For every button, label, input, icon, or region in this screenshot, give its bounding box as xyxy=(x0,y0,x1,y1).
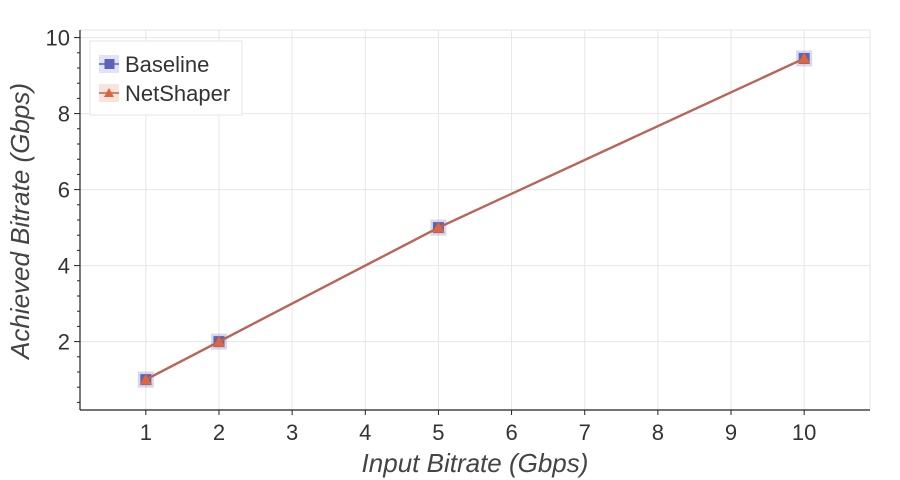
x-tick-label: 2 xyxy=(213,420,225,445)
x-tick-label: 3 xyxy=(286,420,298,445)
y-tick-label: 10 xyxy=(46,26,70,51)
data-point-triangle xyxy=(798,52,811,64)
legend-label: Baseline xyxy=(125,52,209,77)
y-tick-label: 6 xyxy=(58,178,70,203)
grid xyxy=(80,29,871,410)
legend-item-baseline: Baseline xyxy=(99,52,209,77)
x-axis-title: Input Bitrate (Gbps) xyxy=(362,448,589,478)
data-point-triangle xyxy=(432,221,445,233)
x-tick-label: 1 xyxy=(140,420,152,445)
series-layer xyxy=(137,50,813,388)
y-tick-label: 4 xyxy=(58,254,70,279)
legend-triangle-marker xyxy=(104,88,114,97)
x-tick-label: 9 xyxy=(725,420,737,445)
legend-items: Baseline NetShaper xyxy=(99,52,230,106)
series-line xyxy=(145,57,805,381)
y-tick-label: 8 xyxy=(58,102,70,127)
legend-box xyxy=(89,40,243,116)
x-tick-label: 8 xyxy=(652,420,664,445)
series-line xyxy=(145,57,805,381)
data-point-triangle xyxy=(139,373,152,385)
x-tick-label: 5 xyxy=(432,420,444,445)
x-tick-label: 4 xyxy=(359,420,371,445)
legend-item-netshaper: NetShaper xyxy=(99,81,230,106)
x-tick-label: 7 xyxy=(579,420,591,445)
y-axis-title: Achieved Bitrate (Gbps) xyxy=(5,83,35,361)
data-point-triangle xyxy=(212,335,225,347)
y-tick-label: 2 xyxy=(58,330,70,355)
ticks: 1 2 3 4 5 6 7 8 9 10 2 4 6 8 10 xyxy=(46,26,817,445)
x-tick-label: 6 xyxy=(505,420,517,445)
legend: Baseline NetShaper xyxy=(89,40,243,116)
legend-square-marker xyxy=(104,59,115,69)
legend-label: NetShaper xyxy=(125,81,230,106)
series-netshaper xyxy=(139,52,811,385)
x-tick-label: 10 xyxy=(792,420,816,445)
